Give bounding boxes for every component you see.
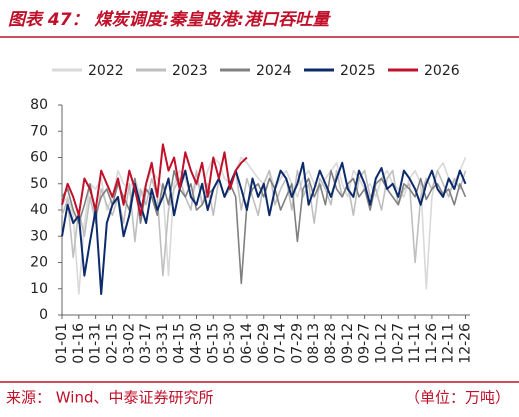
series-line bbox=[61, 161, 467, 295]
x-tick-label: 01-01 bbox=[54, 323, 70, 364]
x-tick-label: 10-12 bbox=[373, 323, 389, 364]
source: 来源： Wind、中泰证券研究所 bbox=[6, 389, 213, 407]
x-tick-label: 03-02 bbox=[121, 323, 137, 364]
x-tick-label: 07-14 bbox=[273, 323, 289, 364]
x-tick-label: 04-30 bbox=[189, 323, 205, 364]
y-tick-label: 70 bbox=[30, 123, 48, 139]
x-tick-label: 01-16 bbox=[71, 323, 87, 364]
legend-label: 2022 bbox=[88, 63, 124, 79]
x-tick-label: 08-28 bbox=[323, 323, 339, 364]
x-tick-label: 05-15 bbox=[205, 323, 221, 364]
series-line bbox=[61, 143, 248, 217]
x-tick-label: 12-26 bbox=[458, 323, 474, 364]
x-tick-label: 04-15 bbox=[172, 323, 188, 364]
x-tick-label: 12-11 bbox=[441, 323, 457, 364]
y-tick-label: 30 bbox=[30, 228, 48, 244]
x-tick-label: 01-31 bbox=[88, 323, 104, 364]
y-tick-label: 0 bbox=[39, 307, 48, 323]
x-tick-label: 07-29 bbox=[289, 323, 305, 364]
unit-note: （单位：万吨） bbox=[405, 389, 510, 407]
x-tick-label: 03-31 bbox=[155, 323, 171, 364]
x-tick-label: 03-17 bbox=[138, 323, 154, 364]
x-tick-label: 11-11 bbox=[407, 323, 423, 364]
y-tick-label: 10 bbox=[30, 281, 48, 297]
y-tick-label: 80 bbox=[30, 97, 48, 113]
x-tick-label: 02-15 bbox=[104, 323, 120, 364]
y-tick-label: 50 bbox=[30, 176, 48, 192]
legend-label: 2023 bbox=[172, 63, 208, 79]
legend-label: 2025 bbox=[340, 63, 376, 79]
legend-label: 2026 bbox=[424, 63, 460, 79]
chart-title: 图表 47： 煤炭调度:秦皇岛港:港口吞吐量 bbox=[8, 10, 331, 30]
y-tick-label: 40 bbox=[30, 202, 48, 218]
x-tick-label: 11-26 bbox=[424, 323, 440, 364]
x-tick-label: 06-29 bbox=[256, 323, 272, 364]
x-tick-label: 05-30 bbox=[222, 323, 238, 364]
y-tick-label: 20 bbox=[30, 255, 48, 271]
legend-label: 2024 bbox=[256, 63, 292, 79]
x-tick-label: 06-14 bbox=[239, 323, 255, 364]
x-tick-label: 09-12 bbox=[340, 323, 356, 364]
y-tick-label: 60 bbox=[30, 150, 48, 166]
x-tick-label: 09-27 bbox=[357, 323, 373, 364]
x-tick-label: 10-27 bbox=[390, 323, 406, 364]
x-tick-label: 08-13 bbox=[306, 323, 322, 364]
